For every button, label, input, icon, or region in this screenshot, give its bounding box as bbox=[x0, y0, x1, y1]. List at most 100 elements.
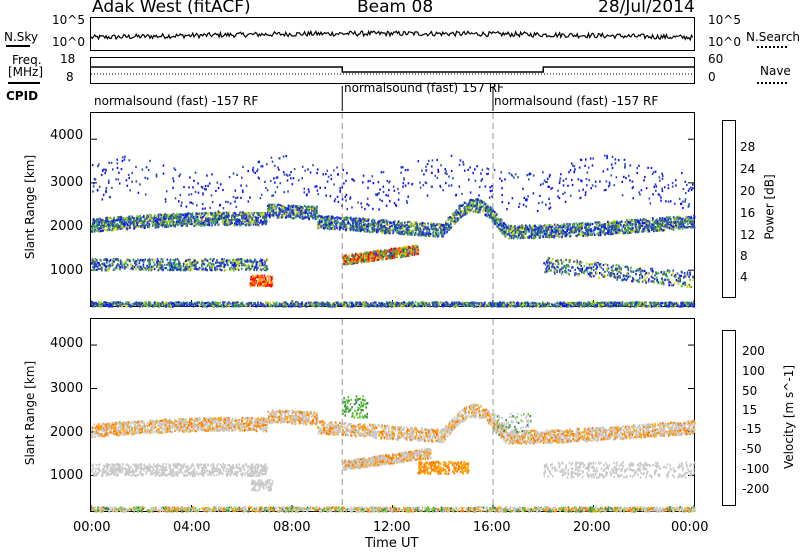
power-echo bbox=[316, 212, 319, 215]
power-echo bbox=[352, 223, 354, 226]
power-echo bbox=[168, 223, 170, 227]
power-echo bbox=[377, 224, 380, 228]
power-echo bbox=[406, 223, 408, 226]
power-echo bbox=[171, 223, 173, 226]
power-echo bbox=[672, 224, 674, 227]
power-echo bbox=[258, 213, 260, 216]
power-echo bbox=[423, 224, 426, 227]
power-echo bbox=[211, 219, 214, 222]
velocity-ytick-3000: 3000 bbox=[50, 381, 84, 396]
power-echo bbox=[128, 215, 131, 218]
power-echo bbox=[384, 226, 386, 229]
power-echo bbox=[426, 230, 428, 233]
power-echo bbox=[184, 267, 186, 270]
power-echo bbox=[545, 233, 548, 236]
power-echo bbox=[106, 261, 108, 264]
power-echo bbox=[473, 204, 475, 207]
power-echo bbox=[117, 259, 120, 262]
power-echo bbox=[266, 268, 269, 271]
power-echo bbox=[185, 219, 187, 222]
power-echo bbox=[495, 223, 497, 226]
power-echo bbox=[402, 249, 405, 252]
power-echo bbox=[154, 215, 156, 218]
power-echo bbox=[165, 266, 167, 270]
power-echo bbox=[247, 222, 249, 225]
power-echo bbox=[587, 230, 589, 233]
power-echo bbox=[516, 236, 519, 239]
power-echo bbox=[584, 228, 587, 231]
power-echo bbox=[292, 217, 294, 220]
power-echo bbox=[91, 262, 93, 265]
power-echo bbox=[470, 202, 473, 205]
power-echo bbox=[586, 222, 589, 225]
power-echo bbox=[142, 265, 145, 268]
power-echo bbox=[504, 234, 507, 237]
power-echo bbox=[270, 207, 273, 210]
power-echo bbox=[195, 216, 197, 219]
cpid-segment-3: normalsound (fast) -157 RF bbox=[494, 94, 659, 108]
power-echo bbox=[606, 231, 609, 234]
power-echo bbox=[214, 268, 217, 271]
power-echo bbox=[373, 219, 376, 222]
power-echo bbox=[323, 221, 326, 224]
power-echo bbox=[626, 219, 628, 222]
power-echo bbox=[178, 261, 180, 264]
power-echo bbox=[352, 221, 355, 224]
power-echo bbox=[424, 227, 427, 230]
power-echo bbox=[464, 206, 466, 209]
power-echo bbox=[360, 225, 363, 228]
power-echo bbox=[153, 225, 155, 228]
power-echo bbox=[448, 217, 450, 221]
power-echo bbox=[93, 221, 96, 224]
power-echo bbox=[676, 220, 679, 223]
power-echo bbox=[502, 230, 505, 233]
power-echo bbox=[304, 214, 306, 217]
power-echo bbox=[496, 217, 499, 220]
power-echo bbox=[353, 227, 355, 231]
power-echo bbox=[272, 205, 274, 208]
power-echo bbox=[239, 260, 241, 263]
power-echo bbox=[550, 230, 553, 234]
power-echo bbox=[545, 228, 547, 231]
power-echo bbox=[222, 218, 224, 221]
power-echo bbox=[463, 211, 465, 214]
power-echo bbox=[221, 212, 223, 215]
power-echo bbox=[323, 216, 326, 219]
power-echo bbox=[460, 215, 463, 219]
power-ytick-2000: 2000 bbox=[50, 219, 84, 234]
power-echo bbox=[244, 220, 246, 224]
power-echo bbox=[120, 218, 122, 221]
power-echo bbox=[395, 227, 397, 230]
power-echo bbox=[597, 226, 599, 229]
power-echo bbox=[318, 226, 320, 229]
power-echo bbox=[371, 228, 374, 232]
power-echo bbox=[555, 229, 557, 232]
power-echo bbox=[201, 265, 203, 268]
power-echo bbox=[197, 222, 199, 225]
power-echo bbox=[438, 223, 441, 226]
power-echo bbox=[302, 211, 305, 214]
power-echo bbox=[148, 260, 151, 264]
power-echo bbox=[350, 216, 352, 219]
power-echo bbox=[189, 269, 191, 272]
power-echo bbox=[549, 227, 551, 230]
power-echo bbox=[412, 223, 415, 226]
power-echo bbox=[132, 268, 134, 271]
power-echo bbox=[233, 265, 235, 268]
power-echo bbox=[466, 209, 469, 213]
power-echo bbox=[528, 236, 530, 239]
power-echo bbox=[146, 222, 149, 225]
power-echo bbox=[328, 225, 331, 228]
power-echo bbox=[255, 222, 257, 225]
power-echo bbox=[245, 216, 247, 219]
power-echo bbox=[517, 226, 520, 229]
power-echo bbox=[293, 216, 295, 220]
power-echo bbox=[593, 232, 595, 235]
power-echo bbox=[305, 206, 308, 209]
power-echo bbox=[203, 214, 205, 217]
power-echo bbox=[659, 220, 661, 223]
power-echo bbox=[211, 224, 213, 227]
power-echo bbox=[220, 217, 223, 220]
power-echo bbox=[196, 220, 199, 223]
power-echo bbox=[102, 229, 104, 232]
